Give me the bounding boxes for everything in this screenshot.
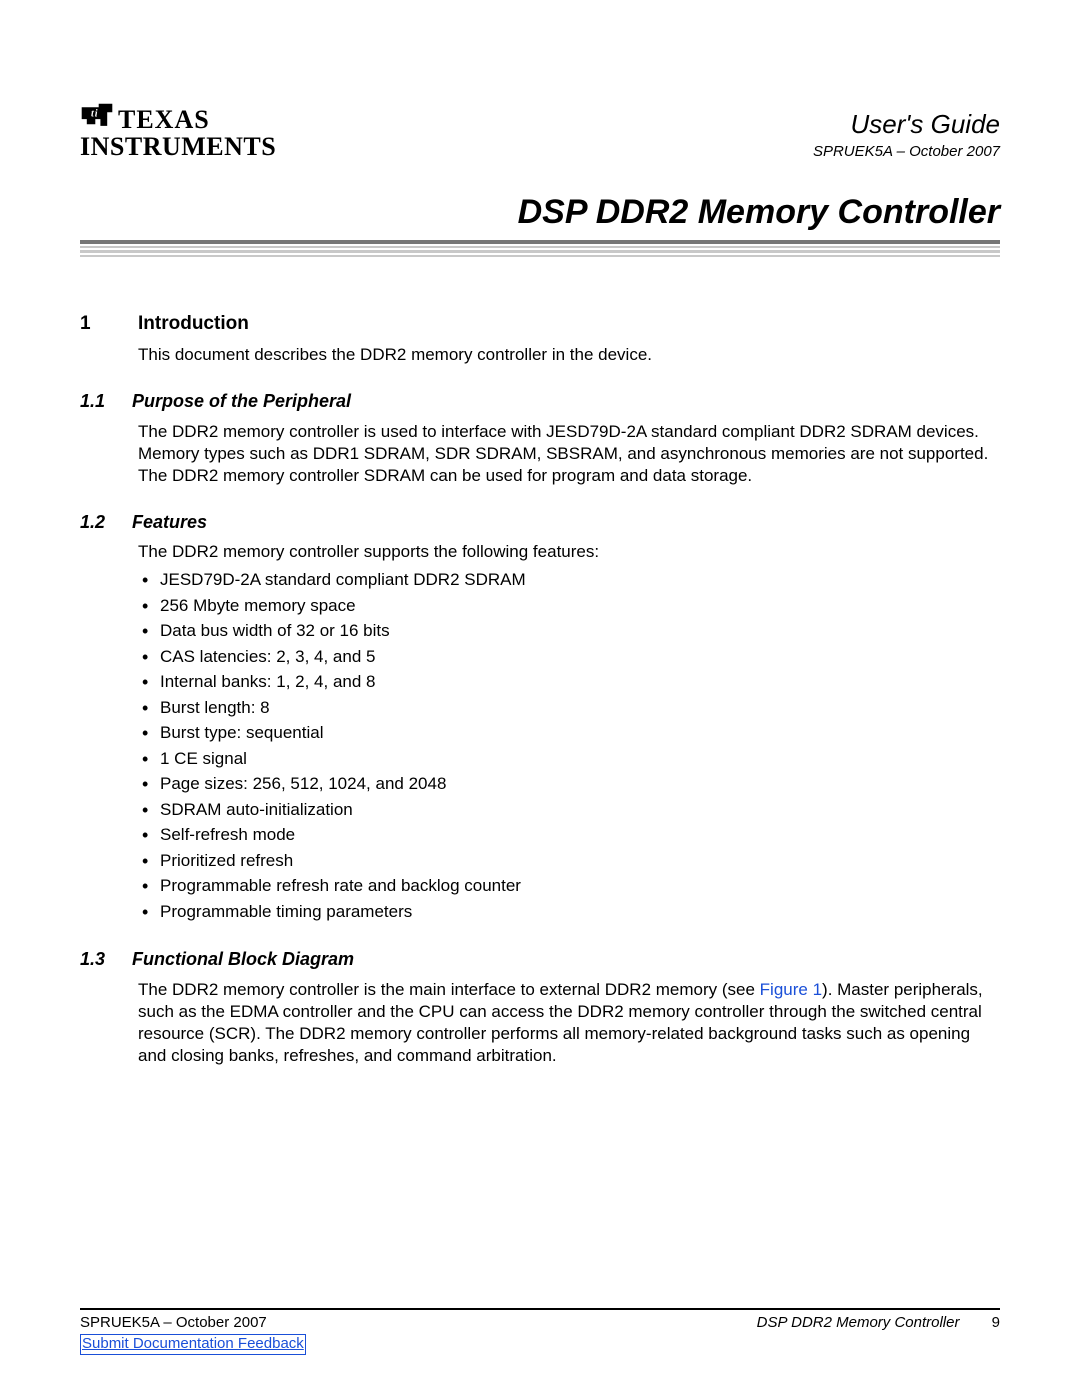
footer-row: SPRUEK5A – October 2007 DSP DDR2 Memory …	[80, 1314, 1000, 1333]
feature-list: JESD79D-2A standard compliant DDR2 SDRAM…	[138, 567, 1000, 924]
list-item: Burst type: sequential	[138, 720, 1000, 746]
list-item: Programmable refresh rate and backlog co…	[138, 873, 1000, 899]
feedback-link[interactable]: Submit Documentation Feedback	[80, 1334, 306, 1355]
section-1-1-body: The DDR2 memory controller is used to in…	[138, 421, 1000, 487]
logo-word-2: INSTRUMENTS	[80, 133, 276, 160]
page-number: 9	[992, 1314, 1000, 1331]
section-num: 1	[80, 312, 108, 336]
section-title: Features	[132, 511, 207, 534]
ti-chip-icon: ti	[80, 100, 114, 128]
section-1-2-intro: The DDR2 memory controller supports the …	[138, 541, 1000, 563]
section-1-heading: 1 Introduction	[80, 312, 1000, 336]
body-pre: The DDR2 memory controller is the main i…	[138, 980, 760, 999]
footer-rule	[80, 1308, 1000, 1310]
section-1-2-heading: 1.2 Features	[80, 511, 1000, 534]
section-1-3-heading: 1.3 Functional Block Diagram	[80, 948, 1000, 971]
title-rules	[80, 240, 1000, 258]
list-item: Programmable timing parameters	[138, 899, 1000, 925]
content-body: 1 Introduction This document describes t…	[80, 312, 1000, 1067]
list-item: Page sizes: 256, 512, 1024, and 2048	[138, 771, 1000, 797]
section-1-3-body: The DDR2 memory controller is the main i…	[138, 979, 1000, 1067]
header-row: ti TEXAS INSTRUMENTS User's Guide SPRUEK…	[80, 100, 1000, 161]
list-item: 1 CE signal	[138, 746, 1000, 772]
page-title: DSP DDR2 Memory Controller	[80, 191, 1000, 234]
list-item: Data bus width of 32 or 16 bits	[138, 618, 1000, 644]
list-item: 256 Mbyte memory space	[138, 593, 1000, 619]
section-title: Functional Block Diagram	[132, 948, 354, 971]
list-item: JESD79D-2A standard compliant DDR2 SDRAM	[138, 567, 1000, 593]
list-item: Self-refresh mode	[138, 822, 1000, 848]
figure-1-link[interactable]: Figure 1	[760, 980, 822, 999]
users-guide-label: User's Guide	[813, 108, 1000, 141]
list-item: CAS latencies: 2, 3, 4, and 5	[138, 644, 1000, 670]
list-item: Burst length: 8	[138, 695, 1000, 721]
section-num: 1.1	[80, 390, 110, 413]
section-1-body: This document describes the DDR2 memory …	[138, 344, 1000, 366]
section-title: Introduction	[138, 312, 249, 336]
section-num: 1.3	[80, 948, 110, 971]
section-1-1-heading: 1.1 Purpose of the Peripheral	[80, 390, 1000, 413]
section-num: 1.2	[80, 511, 110, 534]
section-title: Purpose of the Peripheral	[132, 390, 351, 413]
ti-logo: ti TEXAS INSTRUMENTS	[80, 100, 276, 161]
logo-word-1: TEXAS	[118, 106, 210, 133]
rule-light-2	[80, 250, 1000, 253]
list-item: Internal banks: 1, 2, 4, and 8	[138, 669, 1000, 695]
doc-id-label: SPRUEK5A – October 2007	[813, 143, 1000, 162]
logo-line-1: ti TEXAS	[80, 100, 276, 133]
svg-text:ti: ti	[91, 109, 98, 120]
rule-light-3	[80, 255, 1000, 258]
rule-dark	[80, 240, 1000, 244]
list-item: Prioritized refresh	[138, 848, 1000, 874]
footer-title: DSP DDR2 Memory Controller	[757, 1314, 960, 1331]
header-right: User's Guide SPRUEK5A – October 2007	[813, 108, 1000, 161]
footer-right: DSP DDR2 Memory Controller 9	[757, 1314, 1000, 1333]
page-content: ti TEXAS INSTRUMENTS User's Guide SPRUEK…	[80, 100, 1000, 1091]
page-footer: SPRUEK5A – October 2007 DSP DDR2 Memory …	[80, 1308, 1000, 1356]
rule-light-1	[80, 246, 1000, 249]
list-item: SDRAM auto-initialization	[138, 797, 1000, 823]
footer-doc-id: SPRUEK5A – October 2007	[80, 1314, 267, 1333]
